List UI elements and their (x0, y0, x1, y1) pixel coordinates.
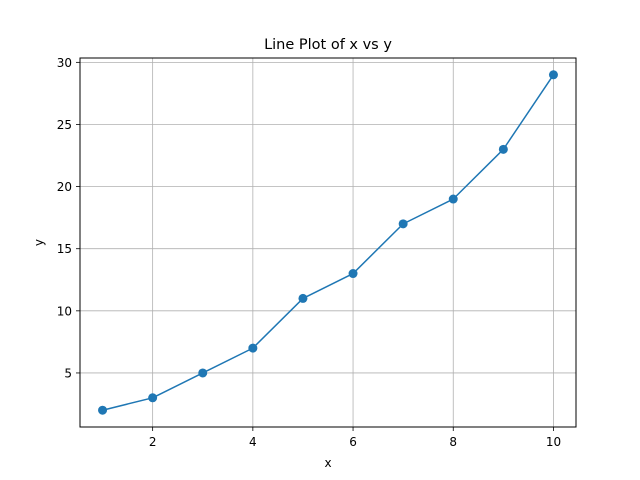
y-tick-label: 20 (57, 180, 72, 194)
series-line (102, 74, 555, 411)
y-tick-label: 25 (57, 118, 72, 132)
grid-lines (80, 58, 576, 427)
x-tick-label: 8 (449, 435, 457, 449)
data-point (148, 393, 158, 403)
y-tick-label: 10 (57, 304, 72, 318)
axis-ticks: 2 4 6 8 10 5 10 15 20 25 30 (57, 56, 561, 449)
data-point (198, 368, 208, 378)
y-tick-label: 15 (57, 242, 72, 256)
y-axis-label: y (32, 239, 46, 246)
data-point (448, 194, 458, 204)
data-point (548, 70, 558, 80)
x-tick-label: 4 (249, 435, 257, 449)
data-point (298, 293, 308, 303)
data-point (98, 405, 108, 415)
plot-area-frame (79, 57, 577, 428)
y-tick-label: 5 (64, 366, 72, 380)
chart-title: Line Plot of x vs y (264, 37, 392, 53)
data-point (348, 269, 358, 279)
x-axis-label: x (324, 456, 331, 470)
data-point (498, 144, 508, 154)
series-layer (98, 70, 558, 415)
data-point (398, 219, 408, 229)
data-point (248, 343, 258, 353)
x-tick-label: 6 (349, 435, 357, 449)
x-tick-label: 2 (149, 435, 157, 449)
x-tick-label: 10 (546, 435, 561, 449)
y-tick-label: 30 (57, 56, 72, 70)
